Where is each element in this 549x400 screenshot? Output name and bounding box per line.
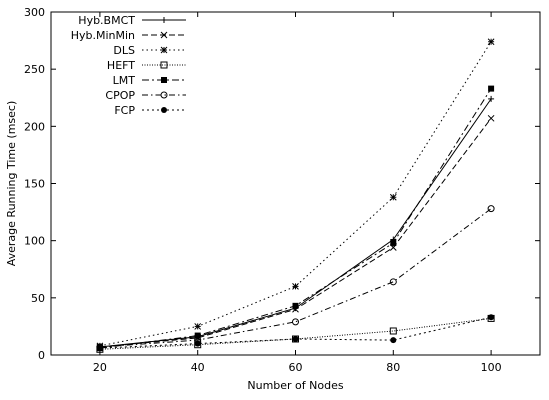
legend-label: DLS: [113, 44, 135, 57]
data-point-marker: [160, 31, 168, 39]
legend-entry: LMT: [113, 74, 186, 87]
y-tick-label: 50: [31, 292, 45, 305]
data-point-marker: [389, 278, 397, 286]
legend: Hyb.BMCT Hyb.MinMin DLS HEFT LMT CPOP FCP: [71, 14, 186, 117]
x-tick-label: 80: [386, 361, 400, 374]
data-point-marker: [488, 85, 495, 92]
data-point-marker: [292, 302, 299, 309]
series-line: [99, 117, 492, 348]
legend-entry: Hyb.MinMin: [71, 29, 186, 42]
series-lmt: [96, 85, 495, 352]
data-point-marker: [161, 77, 167, 83]
y-tick-label: 100: [24, 235, 45, 248]
y-tick-label: 300: [24, 6, 45, 19]
legend-entry: FCP: [114, 104, 186, 117]
x-tick-label: 20: [93, 361, 107, 374]
data-point-marker: [390, 337, 397, 344]
y-tick-label: 250: [24, 63, 45, 76]
legend-entry: DLS: [113, 44, 186, 57]
data-point-marker: [160, 61, 168, 69]
series-hyb-minmin: [96, 114, 495, 351]
data-point-marker: [389, 193, 397, 201]
series-heft: [96, 314, 495, 353]
x-tick-label: 40: [191, 361, 205, 374]
data-point-marker: [161, 107, 167, 113]
data-point-marker: [487, 114, 495, 122]
y-tick-label: 0: [38, 349, 45, 362]
axis-ticks: 20 40 60 80 100 0 50 100 150 200 250 300: [24, 6, 540, 374]
x-tick-label: 100: [481, 361, 502, 374]
y-tick-label: 200: [24, 120, 45, 133]
legend-entry: CPOP: [105, 89, 186, 102]
series-layer: [96, 38, 495, 353]
data-point-marker: [194, 332, 201, 339]
series-hyb-bmct: [96, 95, 495, 350]
data-point-marker: [292, 335, 299, 342]
data-point-marker: [194, 340, 201, 347]
data-point-marker: [161, 17, 167, 23]
legend-label: Hyb.MinMin: [71, 29, 135, 42]
data-point-marker: [96, 345, 103, 352]
data-point-marker: [487, 38, 495, 46]
data-point-marker: [488, 314, 495, 321]
data-point-marker: [160, 46, 168, 54]
data-point-marker: [390, 239, 397, 246]
legend-label: CPOP: [105, 89, 135, 102]
data-point-marker: [488, 95, 495, 102]
series-cpop: [96, 205, 495, 351]
legend-label: FCP: [114, 104, 135, 117]
data-point-marker: [292, 318, 299, 326]
series-line: [99, 316, 492, 349]
y-tick-label: 150: [24, 178, 45, 191]
data-point-marker: [194, 323, 202, 330]
legend-label: HEFT: [107, 59, 135, 72]
series-fcp: [96, 314, 495, 352]
legend-label: Hyb.BMCT: [78, 14, 135, 27]
data-point-marker: [292, 283, 299, 290]
legend-label: LMT: [113, 74, 136, 87]
data-point-marker: [487, 205, 495, 213]
series-line: [99, 41, 492, 347]
legend-entry: HEFT: [107, 59, 186, 72]
data-point-marker: [389, 327, 397, 335]
x-tick-label: 60: [289, 361, 303, 374]
data-point-marker: [160, 91, 168, 99]
y-axis-title: Average Running Time (msec): [5, 101, 18, 267]
legend-entry: Hyb.BMCT: [78, 14, 186, 27]
x-axis-title: Number of Nodes: [247, 379, 343, 392]
